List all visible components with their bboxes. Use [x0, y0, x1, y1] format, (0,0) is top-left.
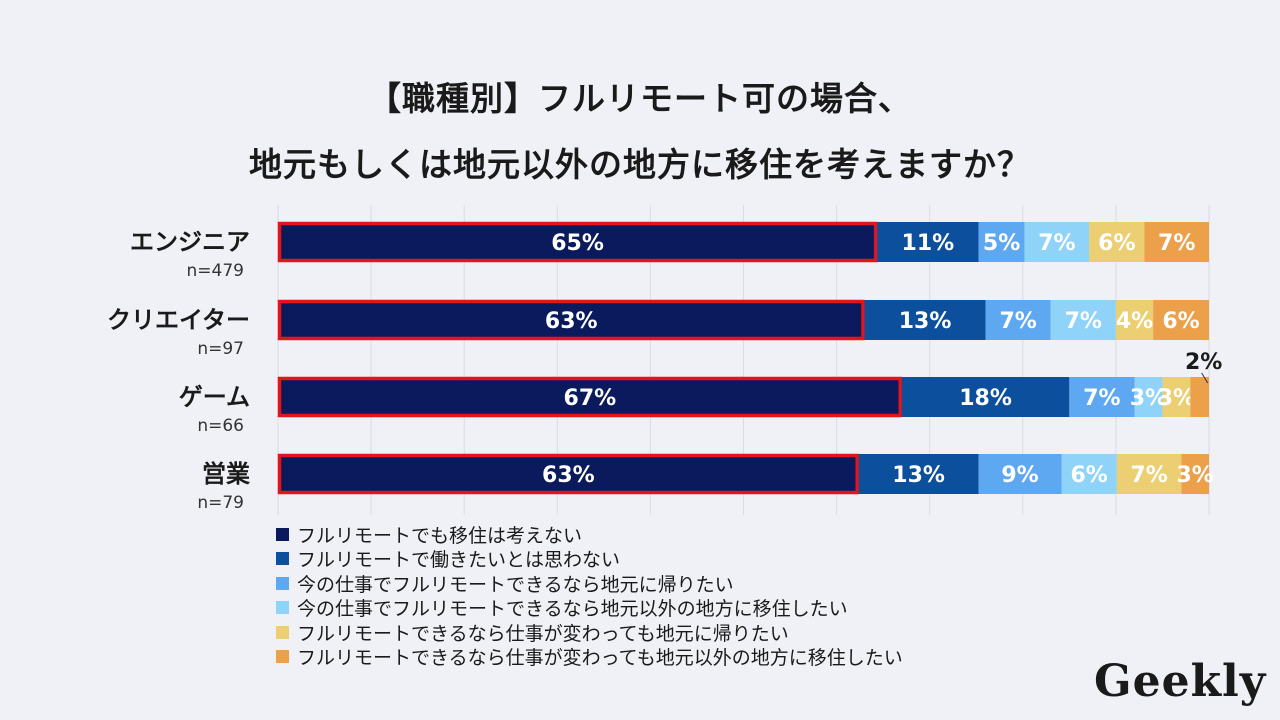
data-label: 7% — [1065, 309, 1102, 334]
legend-label: フルリモートできるなら仕事が変わっても地元以外の地方に移住したい — [297, 647, 903, 670]
legend-item: フルリモートで働きたいとは思わない — [276, 547, 903, 572]
legend-swatch — [276, 601, 289, 615]
chart-title-line1: 【職種別】フルリモート可の場合、 — [368, 79, 912, 118]
data-label: 7% — [1158, 231, 1195, 256]
data-label: 18% — [959, 386, 1012, 411]
data-label: 3% — [1158, 386, 1195, 411]
bar-segment — [1190, 377, 1209, 417]
data-label: 6% — [1162, 309, 1199, 334]
highlight-box — [277, 453, 859, 495]
bar-segment — [864, 300, 986, 340]
sample-size-label: n=66 — [197, 416, 244, 436]
legend-swatch — [276, 552, 289, 566]
chart-legend: フルリモートでも移住は考えない フルリモートで働きたいとは思わない 今の仕事でフルリ… — [276, 522, 903, 669]
bar-segment — [858, 454, 979, 494]
bar-segment — [1069, 377, 1135, 417]
bar-segment — [278, 300, 865, 340]
data-label: 13% — [892, 463, 945, 488]
legend-item: フルリモートできるなら仕事が変わっても地元以外の地方に移住したい — [276, 645, 903, 670]
bar-segment — [1134, 377, 1163, 417]
category-label: エンジニア — [130, 228, 250, 256]
legend-item: 今の仕事でフルリモートできるなら地元以外の地方に移住したい — [276, 596, 903, 621]
data-label: 67% — [564, 386, 617, 411]
data-label: 2% — [1185, 350, 1222, 375]
bar-segment — [1144, 222, 1209, 262]
data-label: 9% — [1001, 463, 1038, 488]
bar-segment — [1050, 300, 1116, 340]
bar-segment — [278, 377, 902, 417]
legend-swatch — [276, 576, 289, 590]
legend-label: フルリモートでも移住は考えない — [297, 524, 583, 547]
legend-swatch — [276, 625, 289, 639]
bar-segment — [1181, 454, 1209, 494]
bar-segment — [1024, 222, 1090, 262]
data-label: 7% — [1083, 386, 1120, 411]
highlight-box — [277, 221, 878, 263]
bar-segment — [1115, 300, 1154, 340]
label-leader-line — [1201, 372, 1209, 384]
data-label: 6% — [1070, 463, 1107, 488]
data-label: 65% — [551, 231, 604, 256]
highlight-box — [277, 299, 865, 341]
data-label: 7% — [1038, 231, 1075, 256]
bar-segment — [278, 222, 878, 262]
sample-size-label: n=79 — [197, 493, 244, 513]
legend-label: フルリモートできるなら仕事が変わっても地元に帰りたい — [297, 622, 789, 645]
legend-item: 今の仕事でフルリモートできるなら地元に帰りたい — [276, 571, 903, 596]
data-label: 3% — [1130, 386, 1167, 411]
legend-item: フルリモートでも移住は考えない — [276, 522, 903, 547]
data-label: 3% — [1176, 463, 1213, 488]
bar-segment — [877, 222, 979, 262]
data-label: 5% — [983, 231, 1020, 256]
data-label: 7% — [1130, 463, 1167, 488]
sample-size-label: n=97 — [197, 339, 244, 359]
category-label: ゲーム — [179, 383, 250, 411]
legend-label: フルリモートで働きたいとは思わない — [297, 549, 621, 572]
bar-segment — [1116, 454, 1182, 494]
category-label: クリエイター — [107, 306, 250, 334]
bar-segment — [1153, 300, 1209, 340]
sample-size-label: n=479 — [187, 261, 244, 281]
data-label: 4% — [1116, 309, 1153, 334]
legend-label: 今の仕事でフルリモートできるなら地元に帰りたい — [297, 573, 734, 596]
data-label: 11% — [902, 231, 955, 256]
legend-swatch — [276, 650, 289, 664]
data-label: 7% — [999, 309, 1036, 334]
bar-segment — [978, 222, 1025, 262]
data-label: 13% — [899, 309, 952, 334]
legend-item: フルリモートできるなら仕事が変わっても地元に帰りたい — [276, 620, 903, 645]
category-label: 営業 — [202, 460, 250, 488]
legend-label: 今の仕事でフルリモートできるなら地元以外の地方に移住したい — [297, 598, 848, 621]
bar-segment — [1061, 454, 1117, 494]
bar-segment — [1162, 377, 1191, 417]
chart-title-line2: 地元もしくは地元以外の地方に移住を考えますか？ — [249, 145, 1031, 184]
bar-segment — [901, 377, 1070, 417]
data-label: 6% — [1098, 231, 1135, 256]
bar-segment — [978, 454, 1062, 494]
data-label: 63% — [542, 463, 595, 488]
bar-segment — [278, 454, 859, 494]
highlight-box — [277, 376, 903, 418]
data-label: 63% — [545, 309, 598, 334]
bar-segment — [985, 300, 1051, 340]
bar-segment — [1089, 222, 1145, 262]
geekly-logo: Geekly — [1094, 656, 1267, 707]
legend-swatch — [276, 527, 289, 541]
